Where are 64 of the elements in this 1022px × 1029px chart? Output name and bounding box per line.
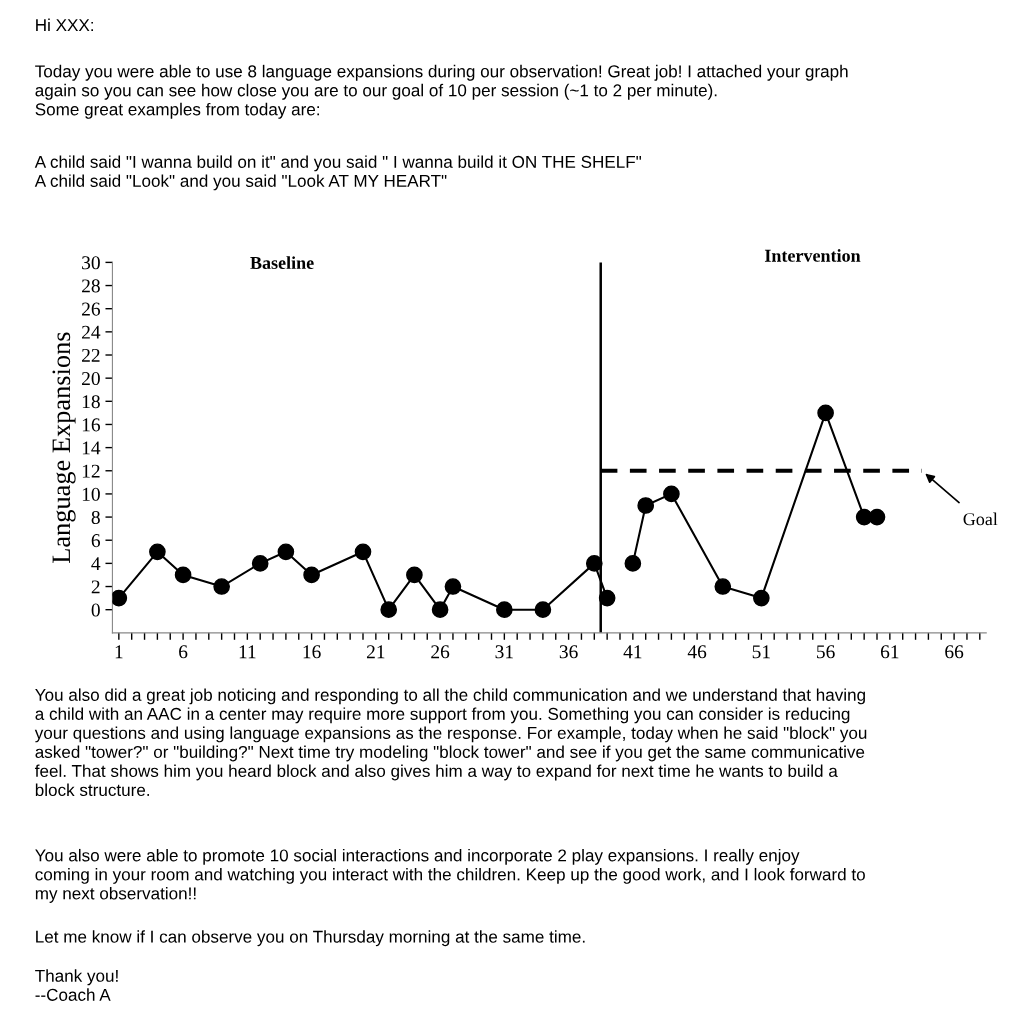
x-tick-label: 46 bbox=[687, 645, 707, 659]
y-tick-label: 20 bbox=[82, 371, 100, 386]
point bbox=[431, 601, 449, 619]
point bbox=[112, 589, 128, 607]
x-tick-label: 31 bbox=[495, 645, 513, 659]
annotation: Goal bbox=[963, 512, 998, 526]
y-tick-label: 14 bbox=[82, 441, 101, 455]
y-tick-label: 6 bbox=[91, 534, 101, 548]
point bbox=[624, 555, 642, 572]
point bbox=[213, 578, 230, 595]
y-tick-label: 22 bbox=[82, 348, 100, 362]
point bbox=[354, 543, 372, 561]
x-tick-label: 11 bbox=[239, 645, 256, 659]
text: You also were able to promote 10 social interactions and incorporate 2 play expansions. I really enjoy coming in your room and watching you interact with the children. Keep up the good work, and I look forward to my next observation!! bbox=[35, 848, 865, 903]
x-tick-label: 61 bbox=[880, 645, 899, 659]
text: Hi XXX: bbox=[36, 18, 93, 31]
x-tick-label: 66 bbox=[945, 645, 964, 659]
text: Thank you! --Coach A bbox=[35, 969, 118, 1001]
x-tick-label: 6 bbox=[179, 645, 188, 659]
text: You also did a great job noticing and responding to all the child communication and we understand that having a child with an AAC in a center may require more support from you. Something you can consider is reducing your questions and using language expansions as the response. For example, today when he said "block" you asked "tower?" or "building?" Next time try modeling "block tower" and see if you get the same communicative feel. That shows him you heard block and also gives him a way to expand for next time he wants to build a block structure. bbox=[34, 688, 867, 797]
x-tick-label: 51 bbox=[752, 645, 770, 659]
x-tick-label: 1 bbox=[115, 645, 123, 659]
x-tick-label: 16 bbox=[303, 645, 321, 659]
point bbox=[585, 555, 603, 572]
text: Today you were able to use 8 language expansions during our observation! Great job! I attached your graph again so you can see how close you are to our goal of 10 per session (~1 to 2 per minute). Some great examples from today are: bbox=[35, 64, 848, 119]
y-tick-label: 26 bbox=[82, 302, 101, 316]
y-tick-label: 8 bbox=[91, 510, 100, 525]
point bbox=[817, 404, 834, 422]
point bbox=[753, 589, 770, 607]
point bbox=[174, 566, 192, 584]
y-tick-label: 24 bbox=[82, 325, 101, 339]
y-tick-label: 10 bbox=[82, 487, 100, 501]
point bbox=[868, 508, 886, 526]
point bbox=[406, 566, 423, 584]
x-tick-label: 56 bbox=[817, 645, 835, 659]
x-tick-label: 21 bbox=[366, 645, 385, 659]
point bbox=[303, 566, 320, 584]
point bbox=[598, 589, 616, 607]
point bbox=[380, 601, 398, 619]
y-tick-label: 2 bbox=[91, 580, 100, 594]
x-tick-label: 41 bbox=[623, 645, 642, 659]
point bbox=[534, 601, 552, 619]
text: A child said "I wanna build on it" and you said " I wanna build it ON THE SHELF" A child said "Look" and you said "Look AT MY HEART" bbox=[34, 155, 642, 191]
y-tick-label: 30 bbox=[82, 256, 100, 270]
y-tick-label: 16 bbox=[82, 418, 101, 432]
y-tick-label: 18 bbox=[82, 395, 100, 409]
text: Intervention bbox=[764, 249, 861, 262]
point bbox=[663, 485, 680, 503]
x-tick-label: 36 bbox=[559, 645, 578, 659]
x-tick-label: 26 bbox=[431, 645, 450, 659]
point bbox=[444, 578, 462, 595]
text: Let me know if I can observe you on Thursday morning at the same time. bbox=[36, 930, 585, 947]
point bbox=[149, 543, 166, 561]
point bbox=[277, 543, 295, 561]
y-tick-label: 4 bbox=[91, 557, 101, 571]
y-tick-label: 0 bbox=[91, 603, 100, 617]
point bbox=[251, 555, 269, 572]
y-axis-title: Language Expansions bbox=[52, 332, 76, 564]
annotation: Baseline bbox=[250, 256, 314, 270]
y-tick-label: 28 bbox=[82, 279, 100, 293]
point bbox=[714, 578, 732, 595]
point bbox=[496, 601, 513, 619]
point bbox=[637, 497, 655, 514]
y-tick-label: 12 bbox=[82, 464, 100, 478]
